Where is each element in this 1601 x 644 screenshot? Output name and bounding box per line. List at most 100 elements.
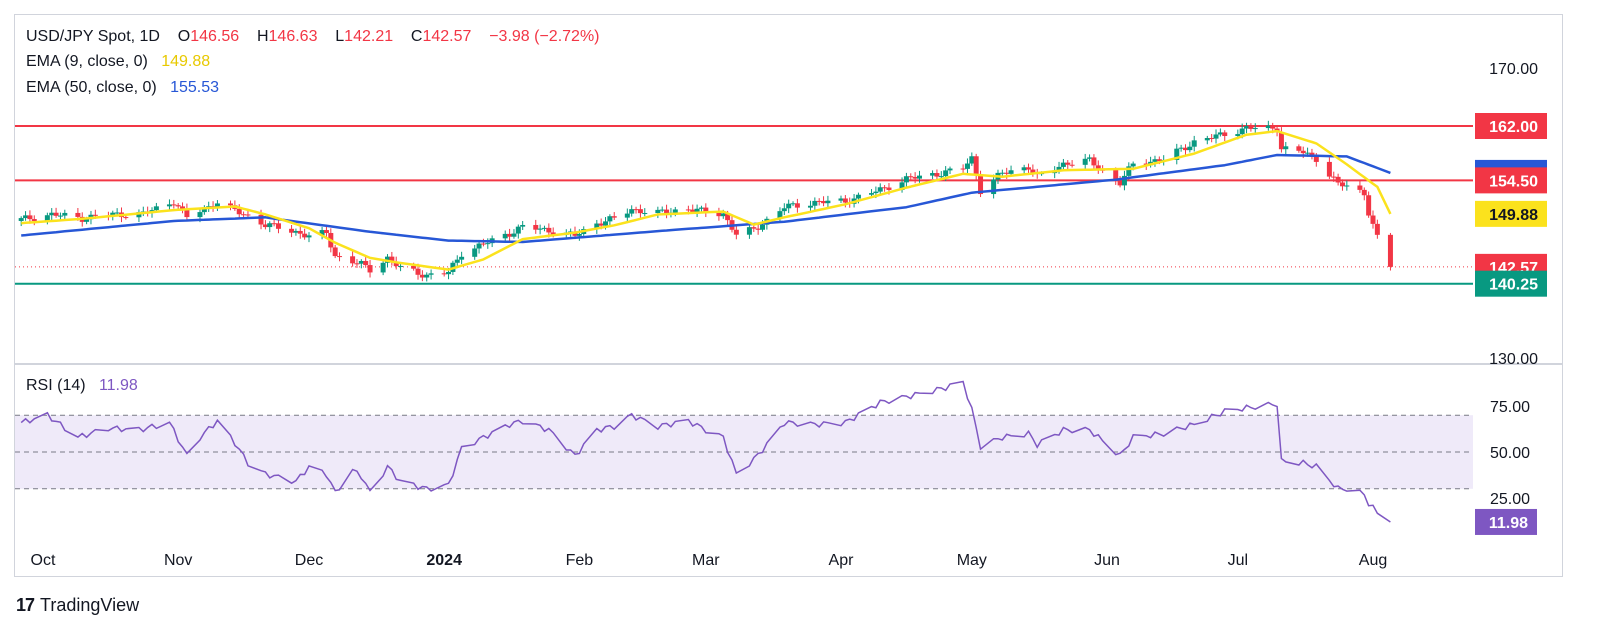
candle-body: [424, 274, 430, 278]
candle-body: [637, 209, 643, 214]
candle-body: [943, 170, 949, 177]
candle-body: [415, 268, 421, 275]
high-value: 146.63: [268, 28, 318, 45]
high-label: H: [256, 28, 269, 45]
candle-body: [690, 209, 696, 213]
candle-body: [611, 216, 617, 218]
candle-body: [1182, 147, 1188, 151]
candle-body: [969, 156, 975, 164]
candle-body: [319, 230, 325, 236]
candle-body: [973, 156, 979, 176]
candle-body: [1305, 152, 1311, 154]
candle-body: [454, 259, 460, 263]
open-label: O: [177, 28, 191, 45]
candle-body: [664, 209, 670, 214]
x-axis-label: Jun: [1094, 552, 1120, 569]
candle-body: [166, 204, 172, 207]
candle-body: [1326, 161, 1332, 177]
candle-body: [367, 265, 373, 273]
rsi-last-label: [1475, 508, 1537, 535]
candle-body: [938, 176, 944, 178]
candle-body: [275, 223, 281, 229]
price-label-ema9: [1475, 200, 1547, 227]
x-axis-label: Dec: [295, 552, 323, 569]
candle-body: [1296, 146, 1302, 151]
candle-body: [533, 224, 539, 230]
candle-body: [472, 248, 478, 257]
candle-body: [960, 168, 966, 170]
ema9-legend: EMA (9, close, 0) 149.88: [26, 52, 210, 72]
price-label-text: 140.25: [1489, 277, 1538, 294]
candle-body: [258, 214, 264, 225]
candle-body: [1357, 185, 1363, 190]
candle-body: [720, 213, 726, 217]
ema9-line: [21, 129, 1392, 271]
candle-body: [57, 215, 63, 217]
candle-body: [1174, 148, 1180, 160]
candle-body: [655, 209, 661, 214]
candle-body: [153, 206, 159, 211]
chart-frame: [14, 14, 1563, 577]
change-value: −3.98 (−2.72%): [489, 28, 600, 45]
candle-body: [869, 193, 875, 195]
candle-body: [75, 212, 81, 217]
candle-body: [838, 198, 844, 201]
candle-body: [703, 207, 709, 213]
candle-body: [1008, 170, 1014, 174]
candle-body: [1156, 159, 1162, 162]
candle-body: [825, 200, 831, 204]
price-tick-label: 130.00: [1489, 351, 1538, 368]
candle-body: [594, 223, 600, 230]
ema50-value: 155.53: [170, 79, 220, 96]
candle-body: [1026, 167, 1032, 170]
candle-body: [698, 207, 704, 209]
ema50-legend: EMA (50, close, 0) 155.53: [26, 78, 219, 98]
candle-body: [1021, 167, 1027, 171]
candle-body: [184, 208, 190, 218]
candle-body: [790, 203, 796, 205]
candle-body: [1030, 169, 1036, 174]
candle-body: [816, 200, 822, 202]
candle-body: [1331, 176, 1337, 178]
rsi-label: RSI (14): [26, 377, 86, 394]
candle-body: [214, 203, 220, 208]
candle-body: [672, 209, 678, 213]
candle-body: [899, 182, 905, 190]
candle-body: [1265, 125, 1271, 129]
x-axis-label: May: [957, 552, 987, 569]
candle-body: [1065, 162, 1071, 165]
candle-body: [733, 229, 739, 235]
candle-body: [1244, 126, 1250, 129]
candle-body: [459, 256, 465, 260]
candle-body: [507, 233, 513, 237]
tradingview-logo[interactable]: 17 TradingView: [16, 595, 139, 616]
candle-body: [337, 256, 343, 258]
symbol-legend: USD/JPY Spot, 1D O146.56 H146.63 L142.21…: [26, 27, 600, 47]
rsi-value: 11.98: [98, 377, 138, 394]
candle-body: [1209, 138, 1215, 140]
candle-body: [812, 200, 818, 206]
x-axis-label: Mar: [692, 552, 720, 569]
candle-body: [685, 209, 691, 211]
candle-body: [1309, 152, 1315, 156]
rsi-legend: RSI (14) 11.98: [26, 376, 138, 396]
candle-body: [908, 176, 914, 178]
candle-body: [306, 235, 312, 238]
candle-body: [1004, 172, 1010, 174]
candle-body: [777, 211, 783, 219]
candle-body: [1204, 138, 1210, 141]
candle-body: [84, 219, 90, 222]
candle-body: [323, 230, 329, 233]
candle-body: [1095, 165, 1101, 170]
candle-body: [201, 207, 207, 213]
candle-body: [903, 176, 909, 183]
candle-body: [293, 230, 299, 233]
candle-body: [267, 223, 273, 228]
candle-body: [1113, 169, 1119, 180]
candle-body: [380, 262, 386, 273]
candle-body: [1300, 150, 1306, 154]
candle-body: [598, 223, 604, 226]
candle-body: [136, 212, 142, 218]
candle-body: [716, 212, 722, 217]
